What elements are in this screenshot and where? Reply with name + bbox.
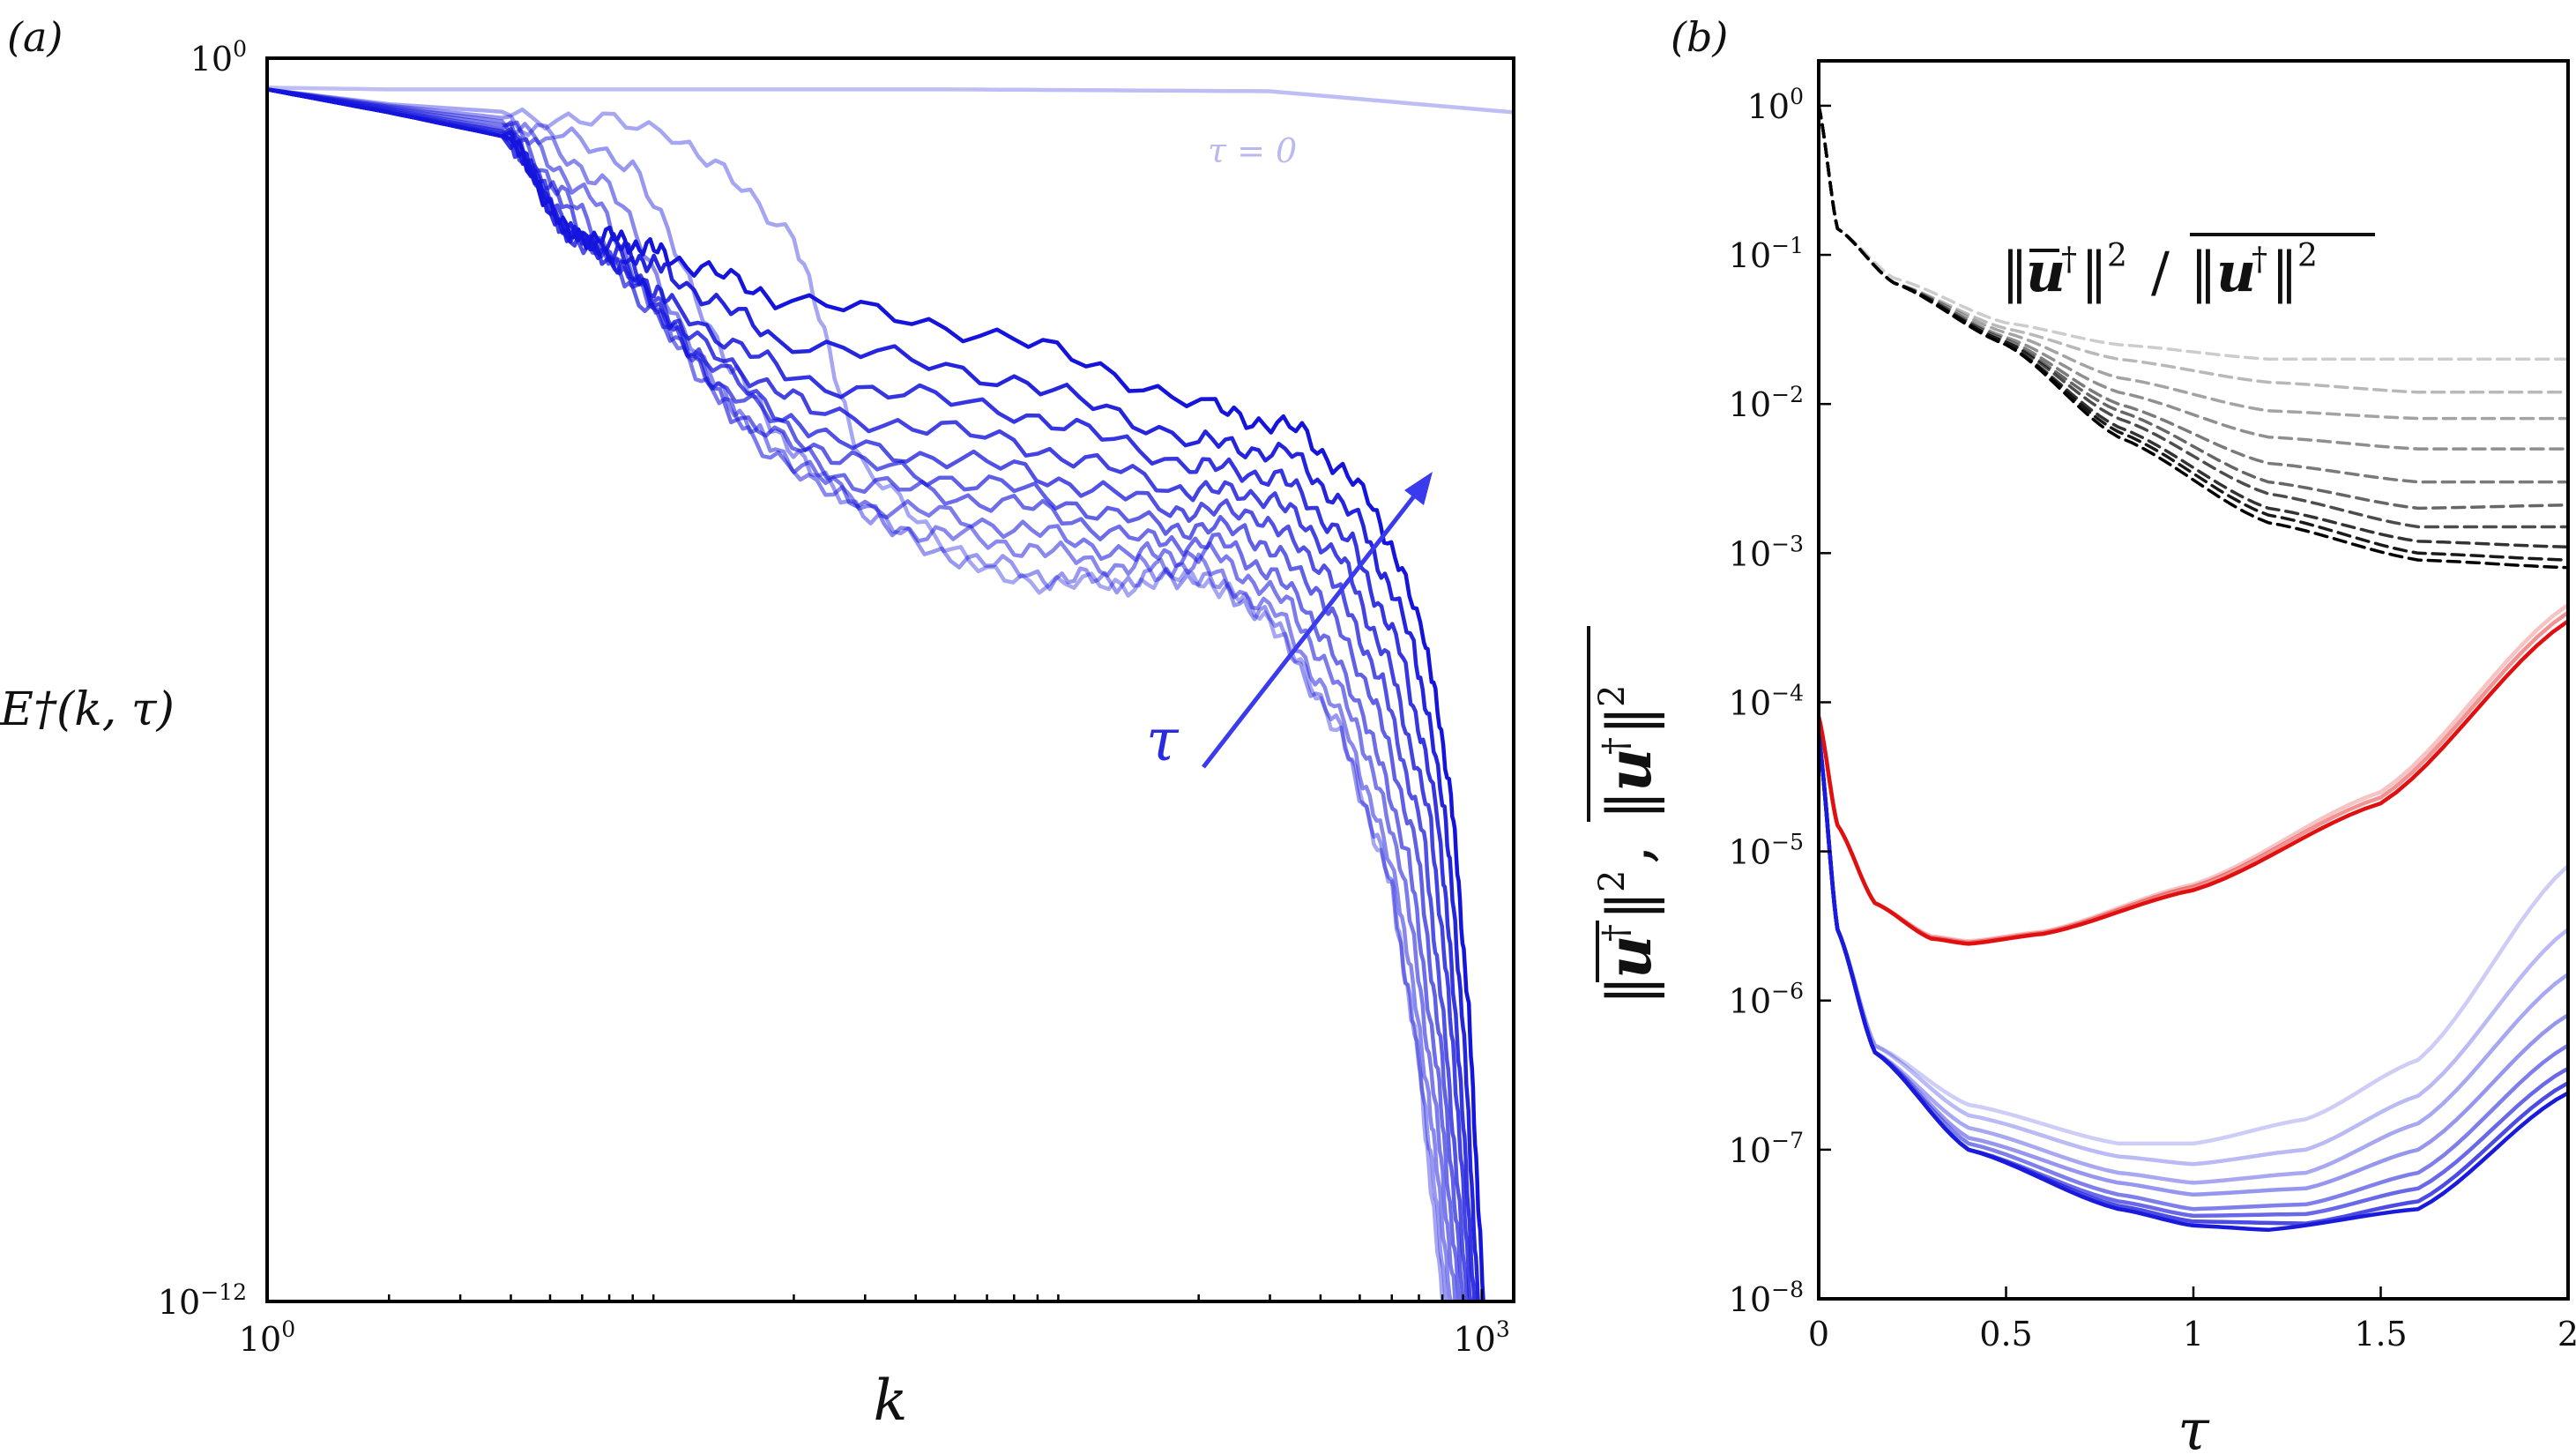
black_dashed-series-line: [1819, 104, 2568, 570]
panel-b-curves: [1819, 104, 2568, 1233]
spectrum-series-line: [267, 87, 1465, 1301]
blue-series-line: [1819, 733, 2568, 1212]
svg-text:‖: ‖: [2271, 240, 2298, 304]
panel-b-ytick-label: 10−7: [1729, 1128, 1804, 1170]
svg-text:2: 2: [1592, 870, 1633, 892]
ratio-annotation: ‖ u † ‖ 2 / ‖ u † ‖ 2: [2001, 233, 2375, 304]
svg-text:†: †: [1596, 737, 1636, 755]
spectrum-series-line: [267, 87, 1454, 1301]
panel-b-ylabel: ‖ u † ‖ 2 , ‖ u † ‖ 2: [1587, 626, 1665, 1005]
panel-a-ytick-label: 100: [190, 36, 247, 78]
svg-text:†: †: [2061, 242, 2077, 278]
spectrum-series-line: [267, 87, 1462, 1301]
panel-b-ticks: 0 0.5 1 1.5 2 100 10−1 10−2 10−3 10−4 10−5 10−6 10−7…: [1729, 84, 2576, 1353]
svg-text:‖: ‖: [2081, 240, 2108, 304]
panel-b-xlabel: τ: [2178, 1398, 2210, 1454]
panel-b-ytick-label: 100: [1747, 84, 1804, 126]
svg-text:‖: ‖: [1596, 891, 1665, 921]
svg-text:†: †: [2252, 242, 2267, 278]
spectrum-series-line: [267, 87, 1470, 1301]
panel-b-xtick-label: 0.5: [1979, 1315, 2032, 1353]
spectrum-series-line: [267, 87, 1449, 1301]
tau-arrow-label: τ: [1146, 706, 1180, 774]
panel-b-xtick-label: 0: [1808, 1315, 1829, 1353]
svg-text:‖: ‖: [1596, 975, 1665, 1005]
svg-text:,: ,: [1596, 845, 1665, 864]
panel-a-frame: [265, 56, 1515, 1303]
tau-arrow-shaft: [1202, 488, 1421, 769]
svg-text:‖: ‖: [1596, 705, 1665, 735]
black_dashed-series-line: [1819, 104, 2568, 362]
svg-text:u: u: [1595, 749, 1665, 792]
panel-b-xtick-label: 1: [2183, 1315, 2204, 1353]
spectrum-series-line: [267, 87, 1480, 1301]
panel-b-xtick-label: 1.5: [2354, 1315, 2407, 1353]
svg-text:u: u: [2216, 240, 2256, 304]
svg-text:2: 2: [2297, 238, 2318, 274]
black_dashed-series-line: [1819, 104, 2568, 529]
panel-b-ytick-label: 10−3: [1729, 531, 1804, 573]
red-series-line: [1819, 619, 2568, 946]
tau-arrow-head: [1404, 472, 1433, 505]
tau0-annotation: τ = 0: [1208, 131, 1297, 170]
svg-text:‖: ‖: [1596, 790, 1665, 820]
panel-b-ytick-label: 10−4: [1729, 680, 1804, 722]
spectrum-series-line: [267, 87, 1485, 1301]
panel-a-xtick-label: 100: [239, 1316, 295, 1359]
spectrum-series-line: [267, 87, 1457, 1301]
svg-text:2: 2: [2107, 238, 2127, 274]
black_dashed-series-line: [1819, 104, 2568, 562]
svg-text:‖: ‖: [2001, 240, 2029, 304]
panel-b-ytick-label: 10−1: [1729, 233, 1804, 275]
panel-a-curves: [267, 86, 1514, 1301]
svg-text:2: 2: [1592, 685, 1633, 707]
panel-b-label: (b): [1671, 13, 1728, 61]
blue-series-line: [1819, 733, 2568, 1233]
panel-a-label: (a): [7, 13, 63, 61]
panel-b-ytick-label: 10−6: [1729, 979, 1804, 1021]
spectrum-series-line: [267, 87, 1477, 1301]
svg-text:†: †: [1596, 924, 1636, 942]
panel-a-ytick-label: 10−12: [158, 1279, 247, 1322]
panel-b: (b) 0 0.5 1 1.5 2 100 10−1 10−2 10−3 10−4 10−5 10−6…: [1587, 13, 2576, 1454]
panel-a-xtick-label: 103: [1454, 1316, 1510, 1359]
panel-b-xtick-label: 2: [2557, 1315, 2576, 1353]
panel-b-ytick-label: 10−5: [1729, 830, 1804, 872]
svg-text:/: /: [2151, 240, 2170, 304]
panel-a-xlabel: k: [874, 1368, 908, 1434]
panel-b-ytick-label: 10−8: [1729, 1277, 1804, 1319]
red-series-line: [1819, 610, 2568, 945]
blue-series-line: [1819, 733, 2568, 1185]
blue-series-line: [1819, 733, 2568, 1197]
spectrum-series-line: [267, 87, 1445, 1301]
panel-a-ylabel: E†(k, τ): [0, 683, 175, 736]
svg-text:‖: ‖: [2190, 240, 2217, 304]
spectrum-series-line: [267, 87, 1473, 1301]
spectrum-series-line: [267, 86, 1514, 115]
svg-text:u: u: [1595, 936, 1665, 979]
panel-b-ytick-label: 10−2: [1729, 382, 1804, 424]
blue-series-line: [1819, 733, 2568, 1226]
